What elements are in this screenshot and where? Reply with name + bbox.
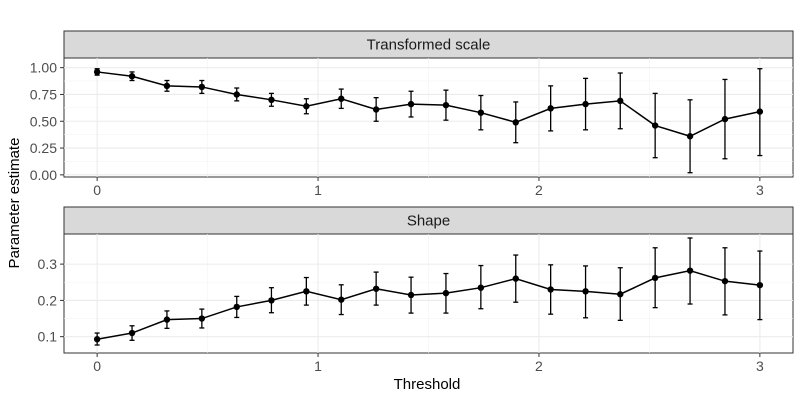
data-point — [407, 100, 415, 108]
data-point — [721, 277, 729, 285]
data-point — [442, 101, 450, 109]
x-tick-label: 0 — [93, 358, 101, 374]
y-tick-label: 0.3 — [38, 256, 58, 272]
data-point — [198, 315, 206, 322]
data-point — [582, 288, 589, 295]
panel-shape: Shape 0 1 2 3 0.1 0.2 0.3 — [38, 206, 794, 374]
y-tick-label: 0.2 — [38, 292, 58, 308]
data-point — [93, 68, 101, 76]
x-axis-title: Threshold — [394, 376, 461, 393]
data-point — [163, 82, 171, 90]
y-axis-title: Parameter estimate — [6, 138, 23, 269]
grid-transformed-scale — [64, 58, 793, 177]
data-point — [651, 274, 659, 282]
data-point — [582, 100, 589, 108]
data-point — [756, 108, 764, 115]
data-point — [721, 115, 729, 123]
panel-transformed-scale: Transformed scale 0 1 2 3 0.00 0.25 0.50 0.75 1.… — [30, 30, 794, 198]
x-tick-label: 2 — [535, 182, 543, 198]
data-point — [303, 288, 310, 295]
data-point — [163, 316, 171, 323]
panel-title-shape: Shape — [407, 213, 450, 230]
data-point — [128, 73, 136, 80]
panel-title-transformed-scale: Transformed scale — [367, 37, 491, 54]
x-tick-label: 1 — [314, 358, 322, 374]
data-point — [512, 119, 519, 126]
y-tick-label: 1.00 — [30, 60, 57, 76]
axis-ticks-shape: 0 1 2 3 0.1 0.2 0.3 — [38, 256, 764, 374]
data-point — [303, 103, 310, 110]
data-point — [407, 291, 415, 299]
x-tick-label: 0 — [93, 182, 101, 198]
series-line — [97, 269, 760, 340]
data-point — [338, 296, 345, 303]
data-point — [651, 122, 659, 129]
series-line — [97, 71, 761, 138]
x-tick-label: 3 — [756, 358, 764, 374]
data-point — [442, 289, 450, 297]
data-point — [547, 286, 554, 293]
data-point — [233, 303, 240, 311]
data-point — [477, 284, 485, 291]
series-shape — [93, 237, 764, 346]
data-point — [477, 109, 485, 116]
data-point — [686, 133, 694, 140]
strip-transformed-scale — [63, 30, 794, 59]
data-point — [512, 275, 519, 282]
data-point — [338, 95, 345, 102]
y-tick-label: 0.75 — [30, 86, 57, 102]
data-point — [233, 91, 240, 98]
data-point — [372, 106, 380, 113]
data-point — [198, 83, 206, 91]
y-tick-label: 0.00 — [30, 167, 57, 183]
x-tick-label: 2 — [535, 358, 543, 374]
series-transformed-scale — [93, 68, 764, 174]
data-point — [617, 97, 624, 105]
x-tick-label: 1 — [314, 182, 322, 198]
data-point — [686, 267, 694, 274]
y-tick-label: 0.1 — [38, 329, 58, 345]
y-tick-label: 0.25 — [30, 140, 57, 156]
x-tick-label: 3 — [756, 182, 764, 198]
data-point — [617, 291, 624, 298]
data-point — [93, 336, 101, 343]
y-tick-label: 0.50 — [30, 113, 57, 129]
data-point — [756, 281, 764, 289]
axis-ticks-transformed-scale: 0 1 2 3 0.00 0.25 0.50 0.75 1.00 — [30, 60, 764, 198]
data-point — [268, 96, 275, 104]
data-point — [547, 105, 554, 112]
data-point — [268, 297, 275, 304]
data-point — [128, 329, 136, 337]
data-point — [372, 285, 380, 292]
